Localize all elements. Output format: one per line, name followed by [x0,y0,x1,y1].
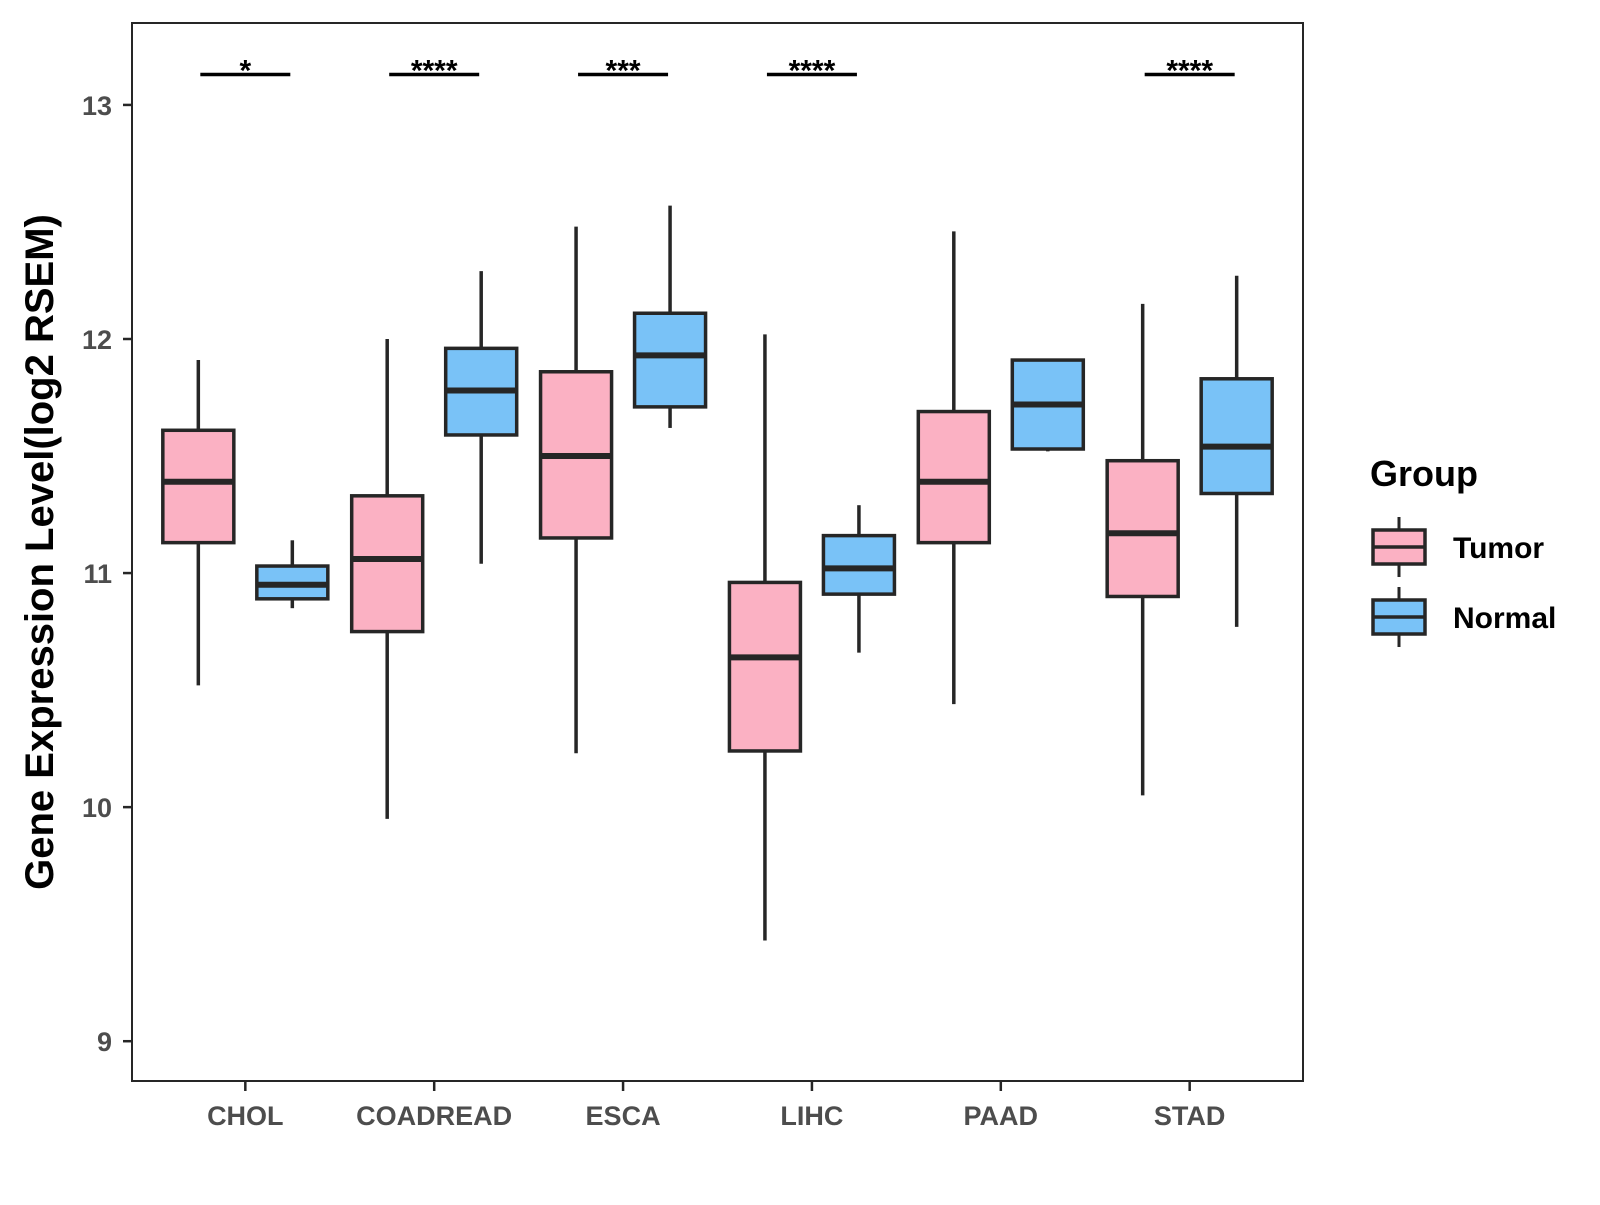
box-tumor-chol [161,360,236,686]
box-tumor-stad [1105,303,1180,796]
box-tumor-lihc [727,334,803,941]
significance-coadread: **** [389,54,480,87]
box-iqr [632,311,708,409]
x-tick-label: PAAD [964,1101,1039,1131]
box-iqr [916,409,992,545]
legend-label: Tumor [1453,532,1544,565]
significance-lihc: **** [766,54,857,87]
x-tick-label: CHOL [207,1101,284,1131]
significance-chol: * [200,54,291,87]
box-iqr [349,494,425,634]
significance-label: *** [606,54,641,87]
legend-title: Group [1370,453,1478,494]
y-tick-label: 11 [83,559,112,589]
legend-item-tumor: Tumor [1371,517,1544,577]
significance-label: **** [1166,54,1213,87]
x-tick-label: LIHC [780,1101,843,1131]
box-normal-chol [255,540,330,609]
box-iqr [727,580,803,753]
significance-label: **** [411,54,458,87]
significance-stad: **** [1144,54,1235,87]
box-normal-esca [632,205,708,428]
box-iqr [821,533,897,596]
x-tick-label: COADREAD [356,1101,512,1131]
x-tick-label: STAD [1154,1101,1226,1131]
box-tumor-coadread [349,338,425,819]
box-tumor-esca [538,226,614,754]
box-iqr [1105,458,1180,599]
y-tick-label: 10 [82,793,112,823]
box-iqr [1199,377,1274,496]
box-iqr [161,428,236,545]
significance-label: * [239,54,251,87]
significance-label: **** [789,54,836,87]
y-axis-title: Gene Expression Level(log2 RSEM) [18,214,62,890]
box-normal-coadread [443,271,519,564]
legend-item-normal: Normal [1371,587,1556,647]
y-tick-label: 9 [97,1027,112,1057]
box-tumor-paad [916,231,992,705]
box-normal-lihc [821,505,897,653]
legend-label: Normal [1453,602,1556,635]
box-normal-paad [1010,358,1086,452]
x-tick-label: ESCA [586,1101,661,1131]
y-tick-label: 12 [82,325,112,355]
significance-esca: *** [578,54,669,87]
y-tick-label: 13 [82,91,112,121]
plot-panel-border [131,22,1304,1082]
box-normal-stad [1199,275,1274,627]
